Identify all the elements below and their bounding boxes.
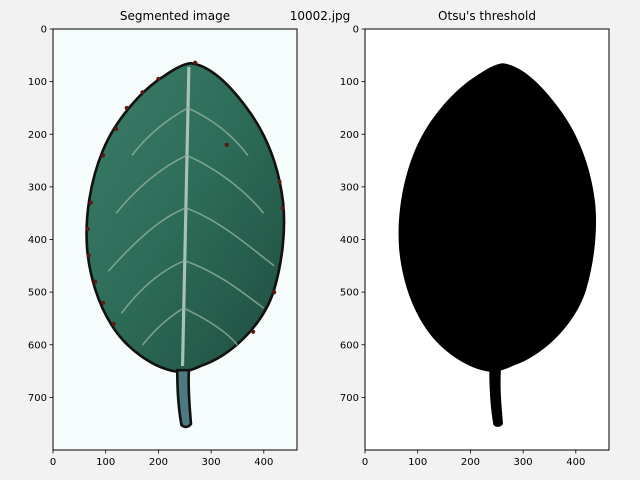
- x-tick-label: 300: [514, 457, 533, 468]
- otsu-axes-ticks: 0 100 200 300 400 0 100 200 300 400 500 600 700: [340, 25, 585, 469]
- y-tick-label: 500: [28, 288, 47, 299]
- x-tick-label: 0: [362, 457, 368, 468]
- y-tick-label: 600: [340, 340, 359, 351]
- y-tick-label: 700: [340, 393, 359, 404]
- leaf-midrib: [180, 66, 191, 367]
- y-tick-label: 600: [28, 340, 47, 351]
- segmented-axes-ticks: 0 100 200 300 400 0 100 200 300 400 500 600 700: [28, 25, 273, 469]
- y-tick-label: 100: [28, 77, 47, 88]
- x-tick-label: 300: [202, 457, 221, 468]
- figure-suptitle: 10002.jpg: [290, 9, 351, 23]
- x-tick-label: 400: [566, 457, 585, 468]
- y-tick-label: 400: [28, 235, 47, 246]
- leaf-petiole: [175, 368, 193, 429]
- y-tick-label: 0: [41, 25, 47, 36]
- segmented-image-panel: Segmented image: [28, 9, 298, 469]
- x-tick-label: 400: [254, 457, 273, 468]
- mask-leaf-blade: [398, 63, 597, 372]
- edge-speckles: [85, 60, 285, 334]
- panel-title-segmented: Segmented image: [120, 9, 230, 23]
- panel-title-otsu: Otsu's threshold: [438, 9, 536, 23]
- y-tick-label: 700: [28, 393, 47, 404]
- segmented-leaf-image: [85, 60, 286, 429]
- y-tick-label: 300: [340, 182, 359, 193]
- x-tick-label: 200: [461, 457, 480, 468]
- y-tick-label: 500: [340, 288, 359, 299]
- x-tick-label: 200: [149, 457, 168, 468]
- leaf-veins: [107, 107, 275, 346]
- x-tick-label: 100: [96, 457, 115, 468]
- y-tick-label: 400: [340, 235, 359, 246]
- otsu-threshold-panel: Otsu's threshold 0 100 200 300 400 0 100 200 300…: [340, 9, 610, 469]
- otsu-mask-image: [398, 63, 597, 427]
- y-tick-label: 300: [28, 182, 47, 193]
- x-tick-label: 0: [50, 457, 56, 468]
- mask-leaf-petiole: [489, 370, 503, 427]
- y-tick-label: 200: [340, 130, 359, 141]
- y-tick-label: 100: [340, 77, 359, 88]
- y-tick-label: 200: [28, 130, 47, 141]
- y-tick-label: 0: [353, 25, 359, 36]
- x-tick-label: 100: [408, 457, 427, 468]
